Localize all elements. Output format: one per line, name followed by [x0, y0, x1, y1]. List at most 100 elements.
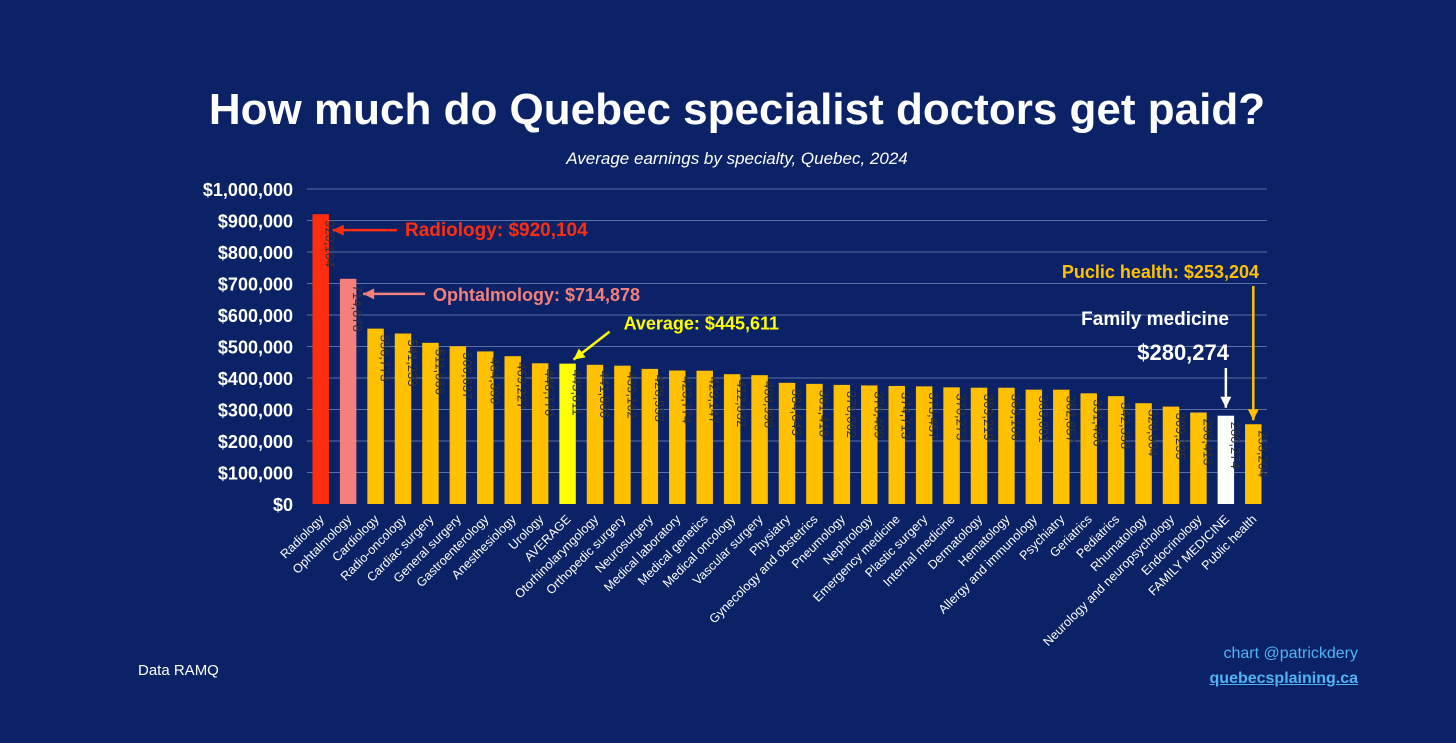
y-tick-label: $400,000 [218, 369, 293, 389]
y-tick-label: $700,000 [218, 275, 293, 295]
bar-value-label: 408,998 [762, 381, 777, 428]
bar-value-label: 381,418 [816, 390, 831, 437]
bar-value-label: 373,457 [926, 392, 941, 439]
bar-value-label: 541,233 [405, 340, 420, 387]
bar [861, 385, 878, 504]
bar [477, 351, 494, 504]
bar-value-label: 342,358 [1118, 402, 1133, 449]
bar-value-label: 290,413 [1200, 419, 1215, 466]
bar [1162, 406, 1180, 504]
bar-value-label: 469,227 [515, 362, 530, 409]
bar [669, 370, 686, 504]
y-tick-label: $500,000 [218, 338, 293, 358]
bar-value-label: 714,878 [350, 285, 365, 332]
chart-title: How much do Quebec specialist doctors ge… [209, 85, 1265, 134]
annotation-label: Average: $445,611 [624, 314, 779, 334]
bar [394, 333, 412, 504]
bar [723, 374, 741, 504]
bar [696, 370, 713, 504]
bar-value-label: 445,611 [570, 370, 585, 416]
annotation-label: $280,274 [1137, 340, 1230, 365]
bar [1053, 389, 1070, 504]
bar-value-label: 374,713 [899, 392, 914, 439]
bar-value-label: 412,032 [734, 380, 749, 427]
bar [422, 342, 439, 504]
y-tick-label: $1,000,000 [203, 180, 293, 200]
y-tick-label: $600,000 [218, 306, 293, 326]
annotation-arrowhead [363, 288, 375, 300]
bar [504, 356, 521, 504]
bar-value-label: 446,770 [542, 369, 557, 416]
bar [312, 214, 329, 504]
bar [970, 387, 988, 504]
bar [641, 368, 659, 504]
bar-value-label: 556,773 [378, 335, 393, 382]
bar-value-label: 423,147 [707, 377, 722, 424]
bar-value-label: 439,162 [624, 372, 639, 419]
bar-value-label: 428,953 [652, 375, 667, 422]
bar [915, 386, 933, 504]
bar [1107, 396, 1125, 504]
bar [833, 384, 851, 504]
bar-value-label: 511,666 [432, 349, 447, 395]
x-axis-labels: RadiologyOphtalmologyCardiologyRadio-onc… [278, 512, 1260, 649]
bar-value-label: 253,204 [1255, 430, 1270, 477]
annotation-arrowhead [573, 348, 586, 360]
bar-value-label: 369,106 [1008, 394, 1023, 441]
bar [1135, 403, 1152, 504]
bar [1025, 389, 1043, 504]
bar [1245, 424, 1262, 504]
bar-value-label: 369,219 [981, 394, 996, 441]
bar-value-label: 376,409 [871, 391, 886, 438]
bar [339, 278, 357, 504]
annotation-arrowhead [1247, 409, 1259, 421]
bar-value-label: 378,062 [844, 391, 859, 438]
bar [888, 385, 905, 504]
y-tick-label: $100,000 [218, 464, 293, 484]
bar-value-label: 441,886 [597, 371, 612, 418]
y-tick-label: $800,000 [218, 243, 293, 263]
annotations: Radiology: $920,104 Ophtalmology: $714,87… [332, 220, 1259, 421]
bar [806, 383, 823, 504]
bar [943, 387, 960, 504]
bar-value-label: 920,104 [323, 220, 338, 267]
bar-value-label: 423,774 [679, 377, 694, 424]
bar [778, 382, 796, 504]
annotation-label: Family medicine [1081, 309, 1229, 330]
y-tick-label: $0 [273, 495, 293, 515]
gridlines [307, 188, 1267, 473]
bar [614, 365, 631, 504]
annotation-label: Ophtalmology: $714,878 [433, 285, 640, 305]
bar-value-label: 280,274 [1228, 422, 1243, 469]
bar-value-label: 309,235 [1173, 413, 1188, 460]
bar [586, 364, 604, 504]
credit-author[interactable]: chart @patrickdery [1223, 645, 1358, 662]
bar-value-label: 351,406 [1091, 399, 1106, 446]
annotation-label: Radiology: $920,104 [405, 220, 588, 241]
bar [998, 387, 1015, 504]
y-axis-ticks: $0 $100,000 $200,000 $300,000 $400,000 $500,0… [203, 180, 293, 515]
data-source: Data RAMQ [138, 662, 219, 679]
bar [1217, 415, 1235, 504]
bar-value-label: 362,857 [1063, 396, 1078, 443]
bar-value-label: 384,643 [789, 389, 804, 436]
y-tick-label: $300,000 [218, 401, 293, 421]
bar [751, 375, 768, 504]
bars: 920,104 714,878 556,773 541,233 511,666 500,6… [312, 214, 1270, 504]
annotation-label: Puclic health: $253,204 [1062, 262, 1259, 282]
bar [449, 346, 467, 504]
y-tick-label: $200,000 [218, 432, 293, 452]
bar-value-label: 500,637 [460, 352, 475, 399]
annotation-arrowhead [1220, 396, 1232, 408]
bar-value-label: 363,001 [1036, 396, 1051, 443]
bar [1190, 412, 1207, 504]
y-tick-label: $900,000 [218, 212, 293, 232]
annotation-arrowhead [332, 224, 344, 236]
chart-subtitle: Average earnings by specialty, Quebec, 2… [565, 149, 907, 168]
bar [531, 363, 549, 504]
credit-site-link[interactable]: quebecsplaining.ca [1209, 670, 1358, 687]
bar-value-label: 320,004 [1146, 409, 1161, 456]
bar [1080, 393, 1097, 504]
